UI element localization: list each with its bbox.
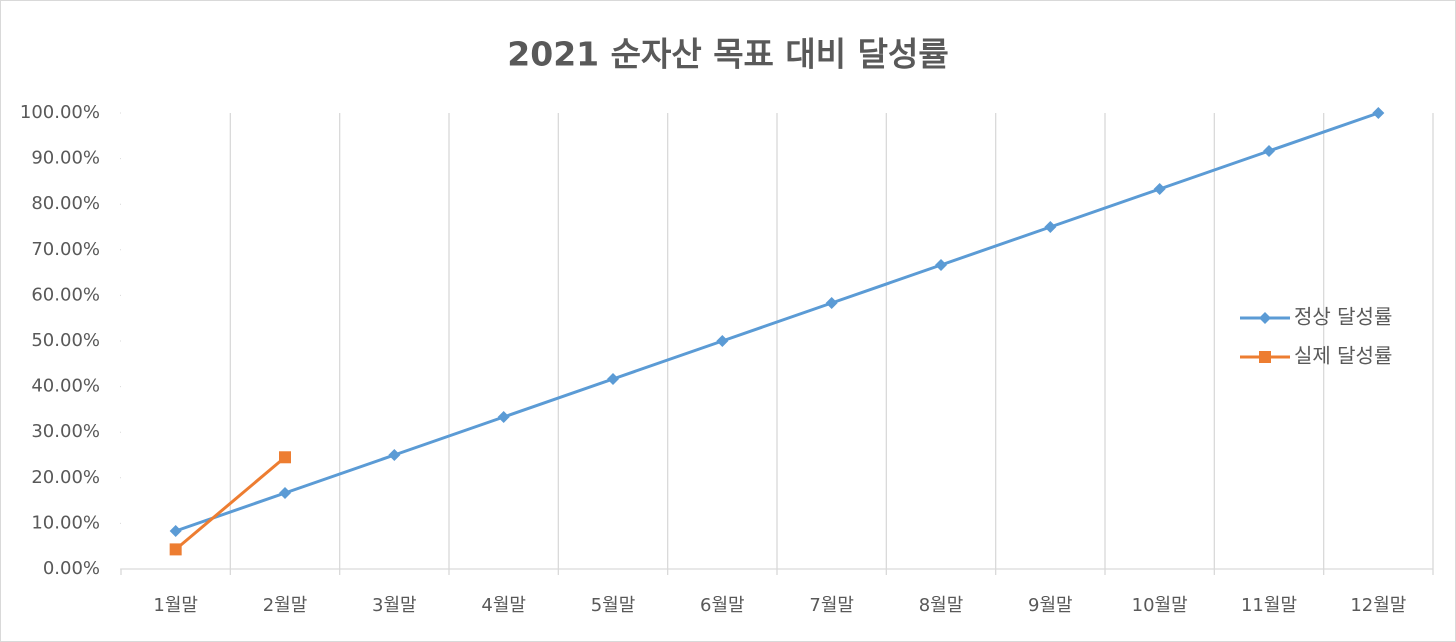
- data-point: [279, 486, 291, 499]
- x-tick-label: 3월말: [372, 595, 417, 616]
- x-tick-label: 4월말: [481, 595, 526, 616]
- y-tick-label: 40.00%: [31, 376, 100, 397]
- x-tick-label: 10월말: [1132, 595, 1188, 616]
- data-point: [935, 258, 947, 271]
- y-tick-label: 0.00%: [43, 558, 100, 579]
- x-tick-label: 12월말: [1350, 595, 1406, 616]
- legend-marker: [1259, 351, 1271, 363]
- data-point: [279, 451, 291, 464]
- chart-title: 2021 순자산 목표 대비 달성률: [507, 35, 948, 74]
- data-point: [388, 449, 401, 461]
- data-point: [716, 335, 729, 347]
- y-tick-label: 30.00%: [31, 421, 100, 442]
- x-tick-label: 9월말: [1028, 595, 1073, 616]
- data-point: [607, 372, 619, 385]
- x-tick-label: 11월말: [1241, 595, 1297, 616]
- y-tick-label: 20.00%: [31, 467, 100, 488]
- y-tick-label: 80.00%: [31, 193, 100, 214]
- data-point: [1263, 144, 1275, 157]
- data-point: [497, 411, 510, 424]
- y-tick-label: 100.00%: [20, 102, 100, 123]
- y-tick-label: 60.00%: [31, 284, 100, 305]
- y-tick-label: 50.00%: [31, 330, 100, 351]
- x-tick-label: 6월말: [700, 595, 745, 616]
- y-tick-label: 70.00%: [31, 239, 100, 260]
- series-line: [175, 111, 1379, 533]
- data-point: [169, 525, 182, 538]
- legend-marker: [1259, 312, 1271, 324]
- x-tick-label: 8월말: [919, 595, 964, 616]
- legend-label: 정상 달성률: [1294, 305, 1392, 329]
- legend-label: 실제 달성률: [1294, 344, 1392, 368]
- x-tick-label: 7월말: [809, 595, 854, 616]
- y-tick-label: 10.00%: [31, 512, 100, 533]
- x-tick-label: 5월말: [591, 595, 636, 616]
- series-line: [174, 456, 286, 551]
- data-point: [1044, 221, 1057, 233]
- y-tick-label: 90.00%: [31, 148, 100, 169]
- x-tick-label: 1월말: [153, 595, 198, 616]
- data-point: [1153, 183, 1166, 196]
- data-point: [169, 543, 182, 556]
- data-point: [1372, 107, 1385, 119]
- x-tick-label: 2월말: [263, 595, 308, 616]
- data-point: [825, 297, 838, 310]
